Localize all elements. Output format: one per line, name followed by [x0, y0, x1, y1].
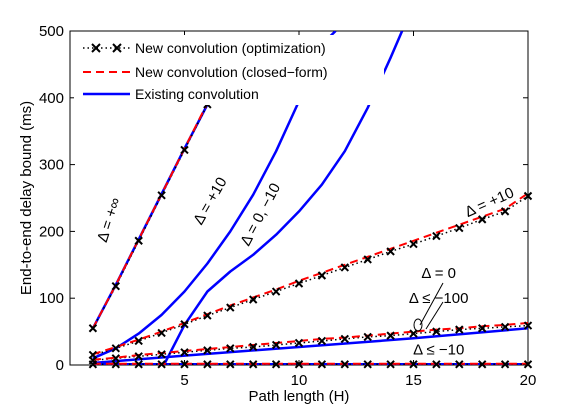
data-point-marker — [455, 223, 464, 233]
data-point-marker — [340, 360, 350, 369]
data-point-marker — [111, 360, 121, 369]
data-point-marker — [157, 191, 166, 200]
data-point-marker — [248, 342, 258, 352]
data-point-marker — [203, 346, 212, 355]
data-point-marker — [523, 191, 533, 201]
annotation-leader-delta-le-minus-100 — [425, 301, 444, 330]
data-point-marker — [88, 324, 98, 333]
data-point-marker — [248, 360, 258, 369]
chart-annotation: Δ = 0 — [421, 265, 456, 282]
data-point-marker — [271, 340, 281, 350]
data-point-marker — [203, 311, 212, 320]
data-point-marker — [455, 360, 464, 369]
data-point-marker — [363, 255, 372, 264]
data-point-marker — [340, 334, 350, 344]
data-point-marker — [226, 344, 235, 353]
data-point-marker — [203, 360, 212, 369]
y-tick-label: 100 — [39, 290, 64, 307]
annotation-leaders — [413, 282, 444, 332]
data-point-marker — [455, 325, 464, 334]
data-point-marker — [134, 336, 143, 346]
legend-label-existing: Existing convolution — [135, 86, 259, 102]
data-point-marker — [432, 231, 441, 241]
data-point-marker — [271, 360, 281, 369]
data-point-marker — [226, 360, 235, 369]
y-tick-label: 300 — [39, 157, 64, 174]
series-line-new-optimization — [92, 324, 528, 362]
data-point-marker — [317, 336, 327, 346]
y-axis-label: End-to-end delay bound (ms) — [18, 101, 35, 295]
series-line-new-closed-form — [92, 321, 528, 361]
data-point-marker — [111, 344, 121, 353]
x-tick-label: 20 — [520, 372, 537, 389]
data-point-marker — [180, 348, 189, 357]
data-point-marker — [386, 360, 395, 369]
data-point-marker — [409, 329, 418, 338]
data-point-marker — [340, 263, 350, 272]
data-point-marker — [317, 360, 327, 369]
series-line-new-optimization — [92, 195, 528, 356]
series-line-existing — [92, 327, 528, 365]
x-axis-label: Path length (H) — [249, 388, 350, 405]
data-point-marker — [294, 279, 304, 288]
y-tick-label: 0 — [56, 357, 64, 374]
data-point-marker — [523, 321, 533, 330]
x-tick-label: 15 — [405, 372, 422, 389]
series-line-new-closed-form — [92, 102, 209, 329]
data-point-marker — [180, 320, 189, 329]
data-point-marker — [248, 295, 258, 304]
data-point-marker — [386, 247, 395, 256]
legend-label-new-closed-form: New convolution (closed−form) — [135, 64, 328, 80]
data-point-marker — [111, 281, 121, 291]
data-point-marker — [134, 352, 143, 361]
data-point-marker — [386, 331, 395, 340]
chart-annotation: Δ ≤ −100 — [409, 290, 469, 307]
marker-layer — [88, 100, 533, 369]
annotation-leader-delta-0 — [419, 282, 444, 326]
legend: New convolution (optimization) New convo… — [74, 35, 384, 105]
data-point-marker — [157, 350, 166, 359]
y-tick-label: 400 — [39, 90, 64, 107]
annotation-circle — [413, 318, 423, 332]
data-point-marker — [271, 287, 281, 296]
data-point-marker — [432, 327, 441, 336]
data-point-marker — [180, 145, 189, 155]
data-point-marker — [500, 322, 510, 332]
data-point-marker — [363, 332, 372, 342]
data-point-marker — [363, 360, 372, 369]
chart-annotation: Δ ≤ −10 — [413, 341, 464, 358]
data-point-marker — [477, 324, 487, 333]
data-point-marker — [157, 328, 166, 338]
y-tick-label: 200 — [39, 223, 64, 240]
data-point-marker — [226, 303, 235, 312]
data-point-marker — [134, 360, 143, 369]
data-point-marker — [477, 215, 487, 224]
series-line-new-closed-form — [92, 192, 528, 356]
data-point-marker — [500, 207, 510, 216]
data-point-marker — [134, 236, 143, 245]
legend-label-new-optimization: New convolution (optimization) — [135, 40, 326, 56]
y-tick-label: 500 — [39, 23, 64, 40]
data-point-marker — [317, 271, 327, 280]
data-point-marker — [88, 360, 98, 369]
data-point-marker — [432, 360, 441, 369]
x-tick-label: 10 — [291, 372, 308, 389]
data-point-marker — [294, 338, 304, 348]
data-point-marker — [477, 360, 487, 369]
legend-marker-x — [91, 43, 122, 53]
data-point-marker — [157, 360, 166, 369]
data-point-marker — [409, 239, 418, 249]
data-point-marker — [500, 360, 510, 369]
x-tick-label: 5 — [180, 372, 188, 389]
